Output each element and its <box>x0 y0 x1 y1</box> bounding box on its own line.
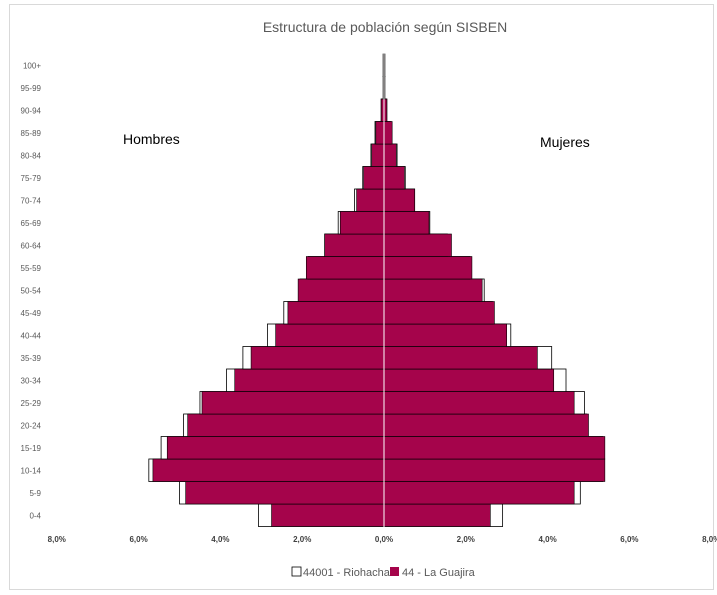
bar-guajira-women-10-14 <box>383 458 606 482</box>
x-tick-label-6: 4,0% <box>538 535 556 544</box>
bar-guajira-women-75-79 <box>383 166 405 190</box>
bar-guajira-men-80-84 <box>371 143 385 167</box>
age-label-50-54: 50-54 <box>21 286 42 295</box>
x-tick-label-2: 4,0% <box>211 535 229 544</box>
age-label-20-24: 20-24 <box>21 421 42 430</box>
chart-title: Estructura de población según SISBEN <box>263 19 507 35</box>
age-label-100plus: 100+ <box>23 61 41 70</box>
bar-guajira-men-5-9 <box>185 481 385 505</box>
age-label-80-84: 80-84 <box>21 151 42 160</box>
bar-guajira-men-0-4 <box>271 503 385 527</box>
age-label-5-9: 5-9 <box>29 489 41 498</box>
bar-guajira-men-25-29 <box>201 391 385 415</box>
legend-swatch-riohacha <box>291 566 302 577</box>
bar-guajira-women-0-4 <box>383 503 491 527</box>
bar-guajira-men-75-79 <box>363 166 385 190</box>
bar-guajira-men-15-19 <box>166 436 385 460</box>
bar-guajira-men-85-89 <box>375 121 385 145</box>
chart-frame <box>9 4 714 590</box>
bar-guajira-women-70-74 <box>383 188 415 212</box>
bar-guajira-women-45-49 <box>383 301 495 325</box>
x-tick-label-1: 6,0% <box>129 535 147 544</box>
bar-guajira-men-45-49 <box>287 301 385 325</box>
age-label-85-89: 85-89 <box>21 129 42 138</box>
legend-label-riohacha: 44001 - Riohacha <box>303 567 391 579</box>
bar-guajira-women-65-69 <box>383 211 430 235</box>
legend-swatch-guajira <box>390 567 399 576</box>
bar-guajira-men-60-64 <box>324 233 385 257</box>
x-tick-label-5: 2,0% <box>457 535 475 544</box>
age-label-65-69: 65-69 <box>21 219 42 228</box>
age-label-35-39: 35-39 <box>21 354 42 363</box>
age-label-75-79: 75-79 <box>21 174 42 183</box>
women-label: Mujeres <box>540 134 590 150</box>
x-tick-label-3: 2,0% <box>293 535 311 544</box>
bar-guajira-men-40-44 <box>275 323 385 347</box>
bar-guajira-women-20-24 <box>383 413 589 437</box>
bar-guajira-men-50-54 <box>297 278 385 302</box>
bar-guajira-women-25-29 <box>383 391 575 415</box>
legend-label-guajira: 44 - La Guajira <box>402 567 476 579</box>
bar-guajira-women-85-89 <box>383 121 393 145</box>
bar-guajira-women-35-39 <box>383 346 538 370</box>
men-label: Hombres <box>123 131 180 147</box>
age-label-60-64: 60-64 <box>21 241 42 250</box>
age-label-10-14: 10-14 <box>21 466 42 475</box>
bar-guajira-women-80-84 <box>383 143 397 167</box>
age-label-45-49: 45-49 <box>21 309 42 318</box>
bar-guajira-women-40-44 <box>383 323 507 347</box>
bar-guajira-women-55-59 <box>383 256 473 280</box>
x-tick-label-8: 8,0% <box>702 535 717 544</box>
bar-guajira-women-50-54 <box>383 278 483 302</box>
bar-guajira-women-30-34 <box>383 368 555 392</box>
bar-guajira-women-5-9 <box>383 481 575 505</box>
age-label-15-19: 15-19 <box>21 444 42 453</box>
age-label-55-59: 55-59 <box>21 264 42 273</box>
age-label-70-74: 70-74 <box>21 196 42 205</box>
age-label-95-99: 95-99 <box>21 84 42 93</box>
bar-guajira-women-60-64 <box>383 233 452 257</box>
x-tick-label-7: 6,0% <box>620 535 638 544</box>
age-label-30-34: 30-34 <box>21 376 42 385</box>
age-label-90-94: 90-94 <box>21 106 42 115</box>
legend: 44001 - Riohacha 44 - La Guajira <box>291 566 476 579</box>
bars-group <box>148 53 606 527</box>
age-labels-group: 0-4 5-9 10-14 15-19 20-24 25-29 30-34 35-39 40-4… <box>21 61 42 520</box>
age-label-40-44: 40-44 <box>21 331 42 340</box>
x-ticks-group: 8,0% 6,0% 4,0% 2,0% 0,0% 2,0% 4,0% 6,0% 8,0% <box>48 535 717 544</box>
bar-guajira-men-55-59 <box>305 256 385 280</box>
age-label-25-29: 25-29 <box>21 399 42 408</box>
bar-guajira-men-20-24 <box>187 413 385 437</box>
bar-guajira-women-15-19 <box>383 436 606 460</box>
bar-guajira-men-30-34 <box>234 368 385 392</box>
x-tick-label-4: 0,0% <box>375 535 393 544</box>
bar-guajira-men-65-69 <box>339 211 385 235</box>
bar-guajira-men-10-14 <box>152 458 385 482</box>
age-label-0-4: 0-4 <box>29 511 41 520</box>
x-tick-label-0: 8,0% <box>48 535 66 544</box>
bar-guajira-men-70-74 <box>356 188 385 212</box>
bar-guajira-men-35-39 <box>250 346 385 370</box>
